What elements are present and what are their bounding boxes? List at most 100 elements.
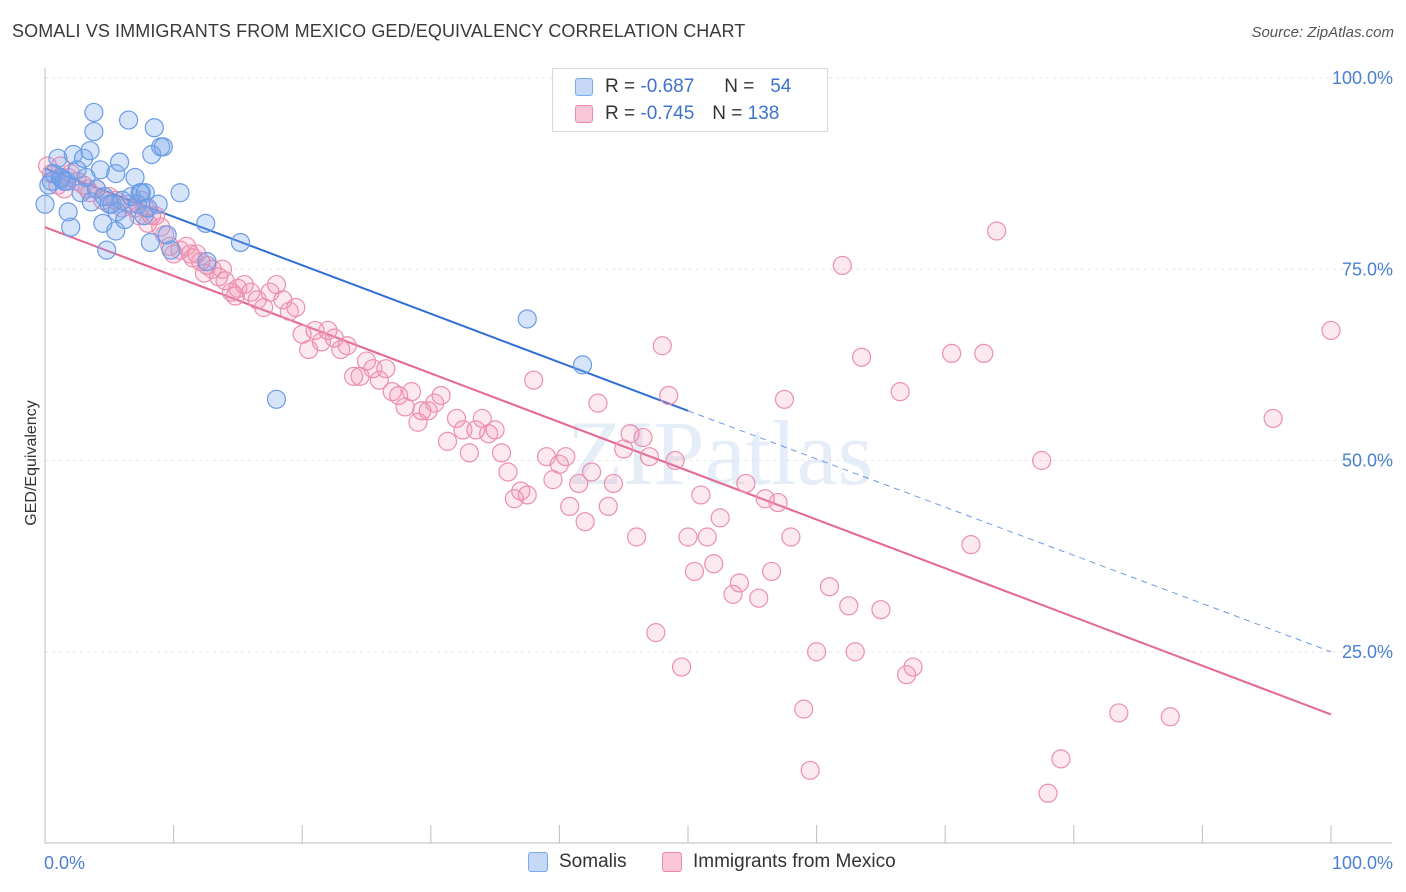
mexico-point xyxy=(736,473,756,494)
mexico-point xyxy=(318,320,338,341)
mexico-legend-swatch xyxy=(662,852,682,872)
legend-row-mexico: R = -0.745 N = 138 xyxy=(553,100,779,128)
tick-labels: 25.0% 50.0% 75.0% 100.0% 0.0% 100.0% xyxy=(44,68,1393,873)
mexico-point xyxy=(633,427,653,448)
mexico-swatch xyxy=(575,105,593,123)
somalis-point xyxy=(196,213,216,233)
mexico-point xyxy=(871,600,891,620)
somalis-point xyxy=(58,202,78,222)
somalis-point xyxy=(106,164,126,184)
mexico-point xyxy=(401,382,422,402)
somalis-point xyxy=(230,232,251,253)
mexico-point xyxy=(897,665,917,685)
mexico-point xyxy=(839,596,859,616)
somalis-point xyxy=(161,240,181,260)
mexico-point xyxy=(961,535,981,555)
mexico-point xyxy=(974,343,994,363)
somalis-point xyxy=(153,137,173,157)
mexico-point xyxy=(691,485,711,505)
somalis-point xyxy=(109,152,130,172)
mexico-point xyxy=(761,561,782,582)
series-legend-mexico: Immigrants from Mexico xyxy=(662,851,896,873)
mexico-point xyxy=(145,206,166,226)
mexico-point xyxy=(671,657,692,677)
mexico-point xyxy=(626,527,647,547)
axes xyxy=(44,68,1392,844)
r-label: R = xyxy=(605,76,636,97)
mexico-point xyxy=(890,382,910,402)
mexico-point xyxy=(234,274,254,295)
y-tick-label: 100.0% xyxy=(1332,68,1393,88)
mexico-point xyxy=(517,485,537,505)
somalis-point xyxy=(127,194,148,214)
mexico-point xyxy=(212,259,233,279)
somalis-r-value: -0.687 xyxy=(640,76,695,97)
mexico-point xyxy=(774,389,795,409)
mexico-point xyxy=(659,385,679,406)
mexico-point xyxy=(987,221,1007,241)
mexico-point xyxy=(337,336,357,356)
mexico-point xyxy=(311,332,332,352)
somalis-point xyxy=(138,198,158,218)
mexico-point xyxy=(431,385,451,406)
somalis-legend-swatch xyxy=(528,852,548,872)
somalis-point xyxy=(61,217,81,237)
somalis-point xyxy=(86,179,107,199)
mexico-point xyxy=(794,699,814,719)
somalis-point xyxy=(115,209,135,230)
mexico-point xyxy=(504,489,524,509)
mexico-point xyxy=(344,366,364,386)
mexico-point xyxy=(581,462,602,482)
mexico-point xyxy=(665,450,685,471)
watermark: ZIPatlas xyxy=(567,402,874,504)
mexico-point xyxy=(356,351,377,371)
mexico-point xyxy=(376,359,396,379)
mexico-point xyxy=(588,393,608,413)
x-tick-label: 100.0% xyxy=(1332,853,1393,873)
n-label: N = xyxy=(724,76,755,97)
somalis-point xyxy=(517,309,537,329)
r-label: R = xyxy=(605,103,636,124)
somalis-point xyxy=(73,148,94,168)
mexico-point xyxy=(598,496,618,516)
mexico-point xyxy=(389,385,409,406)
somalis-point xyxy=(140,232,161,253)
mexico-point xyxy=(800,760,820,780)
mexico-point xyxy=(369,370,389,390)
mexico-point xyxy=(832,255,852,276)
mexico-n-value: 138 xyxy=(747,103,780,124)
somalis-point xyxy=(90,160,110,180)
mexico-point xyxy=(646,623,666,643)
somalis-point xyxy=(266,389,287,409)
series-legend-somalis: Somalis xyxy=(528,851,627,873)
mexico-point xyxy=(446,408,467,429)
mexico-point xyxy=(549,454,570,474)
somalis-point xyxy=(107,202,127,222)
mexico-point xyxy=(603,473,624,494)
somali-points xyxy=(35,102,593,409)
mexico-point xyxy=(1038,783,1058,803)
mexico-point xyxy=(697,527,717,547)
x-tick-label: 0.0% xyxy=(44,853,85,873)
mexico-point xyxy=(437,431,458,451)
mexico-r-value: -0.745 xyxy=(640,103,695,124)
somalis-n-value: 54 xyxy=(770,76,792,97)
mexico-point xyxy=(498,462,518,482)
series-legend: Somalis Immigrants from Mexico xyxy=(0,851,1406,879)
somalis-point xyxy=(170,183,190,203)
mexico-point xyxy=(749,588,769,608)
somalis-point xyxy=(144,118,164,138)
mexico-point xyxy=(781,527,801,547)
chart-source: Source: ZipAtlas.com xyxy=(1251,24,1394,41)
mexico-point xyxy=(652,336,672,356)
somalis-point xyxy=(118,110,139,130)
mexico-point xyxy=(1321,320,1341,341)
y-tick-label: 75.0% xyxy=(1342,259,1393,279)
correlation-legend: R = -0.687 N = 54 R = -0.745 N = 138 xyxy=(552,68,828,132)
somalis-point xyxy=(84,102,104,123)
mexico-point xyxy=(1160,707,1180,727)
mexico-point xyxy=(1263,408,1283,429)
somalis-point xyxy=(572,355,593,375)
somalis-point xyxy=(97,240,117,260)
